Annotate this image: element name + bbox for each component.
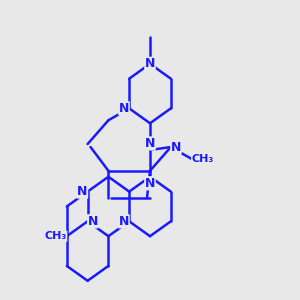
Text: N: N bbox=[145, 177, 155, 190]
Text: N: N bbox=[171, 140, 181, 154]
Text: N: N bbox=[119, 215, 129, 228]
Text: CH₃: CH₃ bbox=[192, 154, 214, 164]
Text: CH₃: CH₃ bbox=[44, 231, 67, 241]
Text: N: N bbox=[88, 215, 98, 228]
Text: N: N bbox=[77, 185, 88, 198]
Text: N: N bbox=[145, 137, 155, 150]
Text: N: N bbox=[119, 102, 129, 115]
Text: N: N bbox=[145, 57, 155, 70]
